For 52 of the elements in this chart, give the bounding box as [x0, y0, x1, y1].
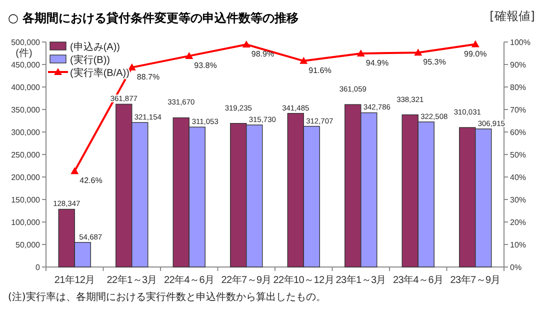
point	[414, 48, 422, 56]
data-label: 94.9%	[366, 58, 389, 68]
y-tick-label: 0	[36, 263, 41, 272]
y-tick-label: 100,000	[11, 218, 41, 227]
y2-tick-label: 60%	[510, 128, 526, 137]
y2-tick-label: 70%	[510, 106, 526, 114]
point	[300, 56, 308, 64]
y-tick-label: 250,000	[11, 150, 41, 160]
y2-tick-label: 30%	[510, 196, 526, 204]
data-label: 95.3%	[423, 58, 446, 67]
y-tick-label: 150,000	[11, 196, 41, 204]
data-label: 91.6%	[308, 66, 332, 75]
x-tick-label: 23年1～3月	[336, 274, 386, 286]
x-tick-label: 22年4～6月	[164, 274, 214, 286]
point	[242, 40, 250, 48]
point	[70, 167, 79, 174]
chart-title: ○ 各期間における貸付条件変更等の申込件数等の推移	[8, 11, 299, 25]
y2-tick-label: 0%	[510, 263, 522, 272]
y2-tick-label: 40%	[510, 173, 526, 182]
y-tick-label: 450,000	[11, 60, 41, 70]
y-axis-title: (件)	[16, 48, 32, 59]
y2-tick-label: 10%	[510, 240, 526, 250]
x-tick-label: 22年1～3月	[106, 274, 157, 286]
text: (注)実行率は、各期間における実行件数と申込件数から算出したもの。	[8, 291, 326, 303]
point	[185, 52, 194, 59]
y-tick-label: 300,000	[11, 128, 41, 137]
point	[128, 63, 136, 70]
x-tick-label: 21年12月	[54, 274, 95, 286]
data-label: 98.9%	[251, 49, 274, 58]
y-tick-label: 500,000	[11, 38, 41, 47]
y2-tick-label: 80%	[510, 83, 526, 92]
x-tick-label: 22年10～12月	[273, 274, 334, 286]
data-label: 88.7%	[136, 72, 160, 82]
point	[471, 40, 480, 48]
data-label: 93.8%	[194, 60, 217, 70]
x-tick-label: 22年7～9月	[221, 274, 272, 286]
data-label: 42.6%	[80, 176, 102, 186]
y2-tick-label: 100%	[510, 38, 530, 47]
legend-label: (実行(B))	[70, 54, 110, 66]
y2-tick-label: 90%	[510, 60, 526, 70]
y-tick-label: 200,000	[11, 173, 41, 182]
y2-tick-label: 50%	[510, 150, 526, 160]
y-tick-label: 50,000	[16, 240, 41, 250]
data-label: 99.0%	[464, 49, 487, 58]
y-tick-label: 350,000	[11, 106, 41, 114]
x-tick-label: 23年7～9月	[450, 274, 500, 286]
x-tick-label: 23年4～6月	[393, 274, 444, 286]
y-tick-label: 400,000	[11, 83, 41, 92]
legend-label: (申込み(A))	[70, 41, 120, 53]
y2-tick-label: 20%	[510, 218, 526, 227]
text: [確報値]	[490, 9, 535, 23]
point	[356, 49, 365, 56]
